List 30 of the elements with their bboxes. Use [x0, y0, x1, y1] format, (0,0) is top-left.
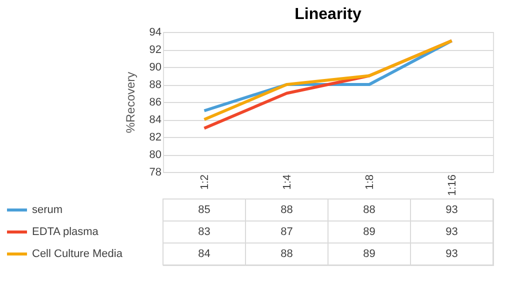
legend-label: serum [32, 204, 63, 216]
y-tick-label: 82 [149, 132, 162, 144]
y-tick-label: 90 [149, 62, 162, 74]
data-label: 93 [446, 226, 458, 238]
x-tick-label: 1:16 [446, 174, 458, 196]
data-label: 87 [280, 226, 293, 238]
y-tick-label: 92 [149, 44, 162, 56]
data-label: 83 [198, 226, 210, 238]
y-tick-label: 94 [149, 26, 162, 38]
x-tick-label: 1:4 [281, 174, 294, 190]
data-label: 88 [363, 204, 376, 216]
data-label: 88 [280, 248, 293, 260]
y-tick-label: 78 [149, 166, 162, 178]
data-label: 93 [446, 204, 458, 216]
y-tick-label: 84 [149, 114, 162, 126]
data-label: 93 [446, 248, 458, 260]
x-tick-label: 1:8 [364, 174, 376, 190]
y-axis-title: %Recovery [123, 72, 138, 134]
chart-title: Linearity [294, 6, 362, 23]
x-tick-label: 1:2 [198, 174, 211, 190]
y-tick-label: 88 [149, 79, 162, 91]
legend-label: Cell Culture Media [32, 248, 124, 260]
y-tick-label: 86 [149, 96, 162, 108]
data-label: 89 [363, 226, 376, 238]
data-label: 85 [198, 204, 210, 216]
legend-label: EDTA plasma [32, 226, 100, 238]
data-label: 88 [280, 204, 293, 216]
y-tick-label: 80 [149, 149, 162, 161]
data-label: 89 [363, 248, 376, 260]
data-label: 84 [198, 248, 210, 260]
